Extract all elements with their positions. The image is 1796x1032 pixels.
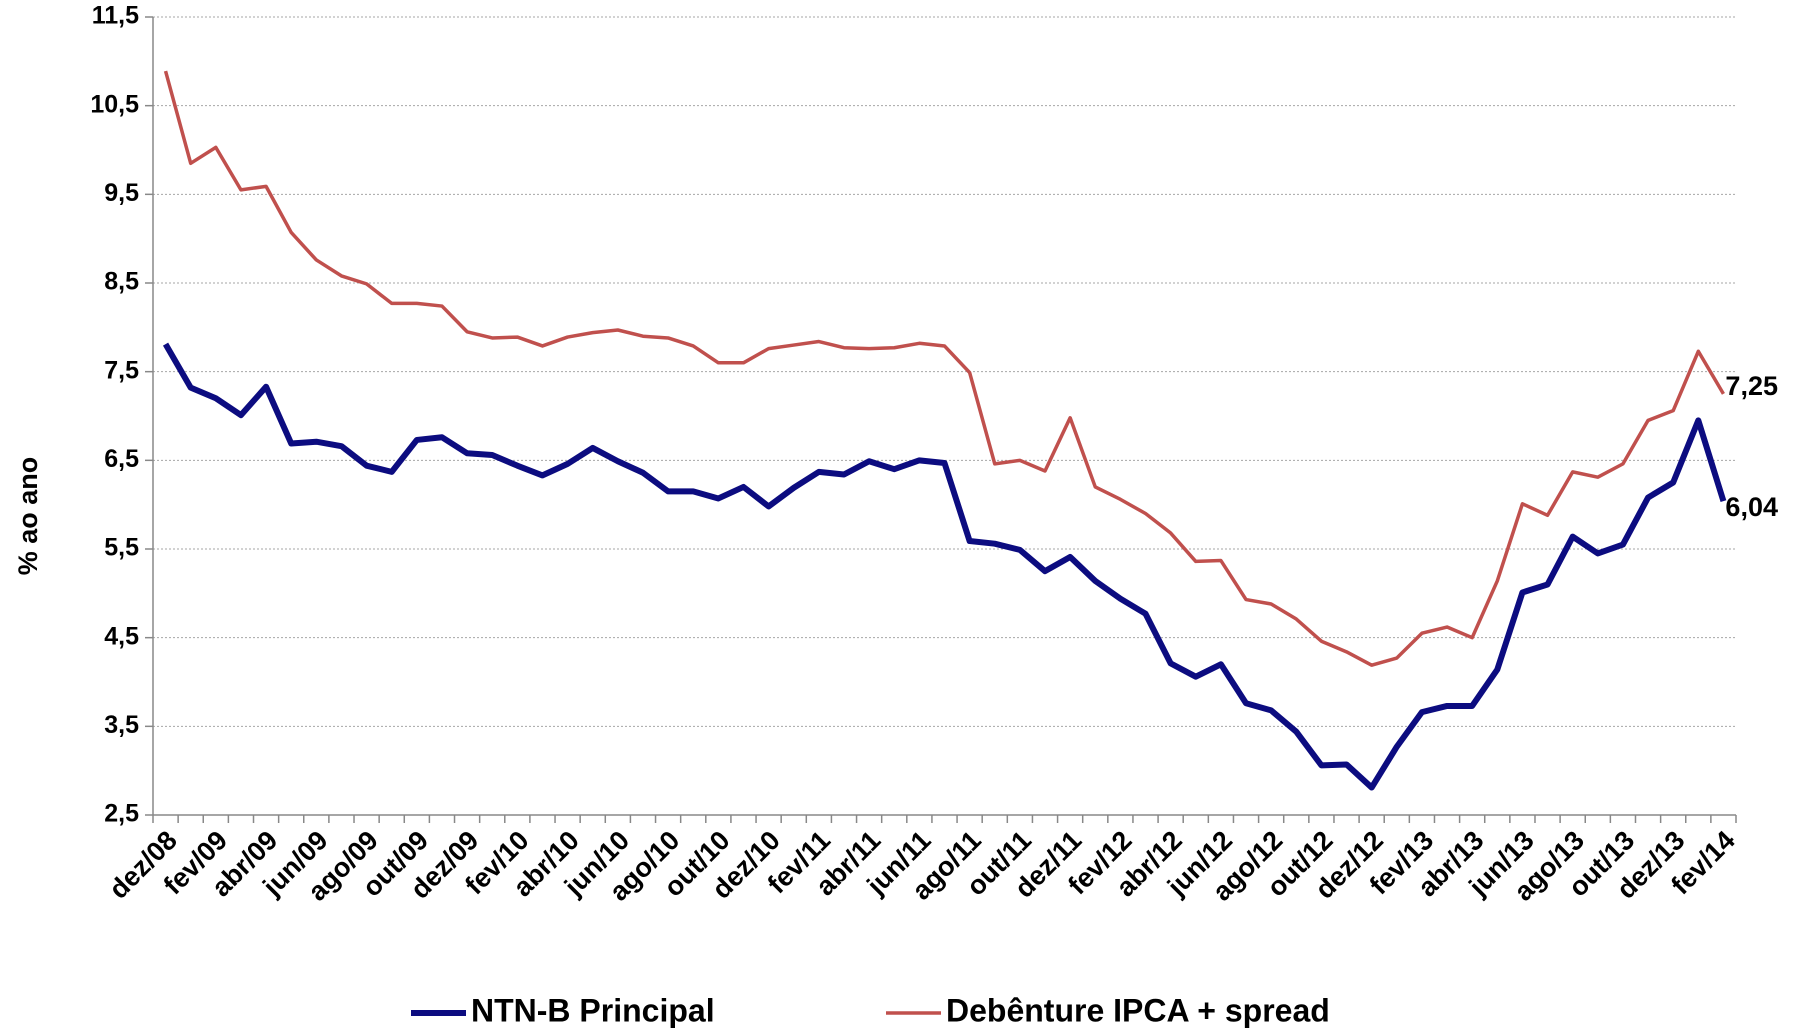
y-axis-label: % ao ano xyxy=(13,457,43,576)
y-tick-label: 11,5 xyxy=(92,2,139,30)
line-series xyxy=(163,70,1725,667)
y-tick-label: 9,5 xyxy=(104,179,139,207)
y-tick-label: 6,5 xyxy=(104,445,139,473)
legend-label: Debênture IPCA + spread xyxy=(946,992,1330,1028)
line-series xyxy=(162,342,1727,791)
y-tick-label: 7,5 xyxy=(104,356,139,384)
y-tick-label: 8,5 xyxy=(104,268,139,296)
data-label: 6,04 xyxy=(1725,492,1778,522)
y-tick-label: 2,5 xyxy=(104,800,139,828)
y-tick-label: 10,5 xyxy=(90,90,139,118)
legend-label: NTN-B Principal xyxy=(471,992,715,1028)
y-tick-label: 5,5 xyxy=(104,534,139,562)
data-label: 7,25 xyxy=(1725,371,1778,401)
y-tick-label: 4,5 xyxy=(104,622,139,650)
y-tick-label: 3,5 xyxy=(104,711,139,739)
